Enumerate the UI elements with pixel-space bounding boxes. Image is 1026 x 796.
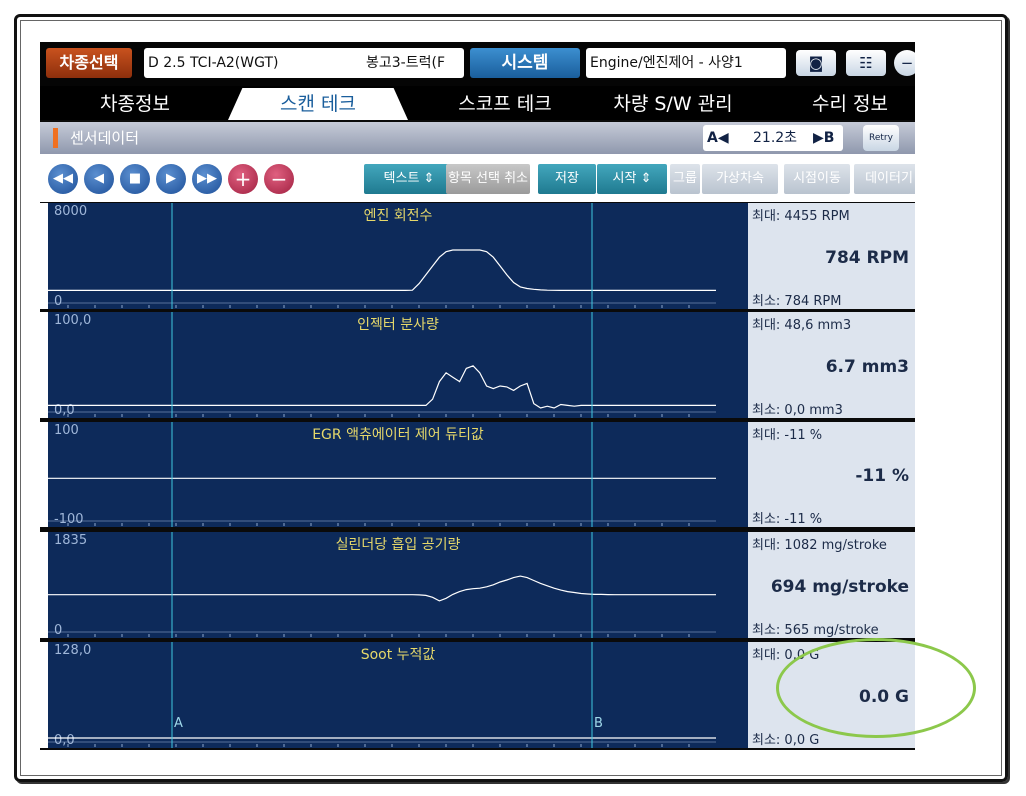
current-value: 6.7 mm3 — [825, 356, 909, 377]
virtual-speed-button[interactable]: 가상차속 — [702, 164, 778, 194]
group-button[interactable]: 그룹 — [670, 164, 700, 194]
main-tabs: 차종정보 스캔 테크 스코프 테크 차량 S/W 관리 수리 정보 — [40, 86, 915, 120]
sensor-trace — [48, 249, 716, 292]
tab-scan-tech[interactable]: 스캔 테크 — [228, 88, 408, 120]
y-max-label: 1835 — [54, 533, 88, 548]
move-time-button[interactable]: 시점이동 — [784, 164, 850, 194]
tab-repair-info[interactable]: 수리 정보 — [812, 93, 888, 115]
y-min-label: 0,0 — [54, 733, 75, 748]
section-title: 센서데이터 — [70, 129, 140, 147]
y-min-label: 0 — [54, 623, 63, 638]
sensor-graph[interactable]: 엔진 회전수 8000 0 — [48, 203, 748, 309]
cursor-b-button[interactable]: ▶B — [813, 130, 835, 146]
y-max-label: 128,0 — [54, 643, 92, 658]
graph-title: 엔진 회전수 — [363, 208, 433, 224]
max-value: 최대: 1082 mg/stroke — [752, 538, 887, 553]
cursor-a-button[interactable]: A◀ — [707, 130, 729, 146]
sensor-panel: 인젝터 분사량 100,0 0,0 최대: 48,6 mm3 6.7 mm3 최… — [40, 312, 915, 418]
prev-icon[interactable]: ◀ — [84, 164, 114, 194]
ab-time-control: A◀ 21.2초 ▶B — [703, 125, 843, 151]
max-value: 최대: 48,6 mm3 — [752, 318, 852, 333]
graph-title: Soot 누적값 — [360, 647, 436, 663]
vehicle-field[interactable]: D 2.5 TCI-A2(WGT) 봉고3-트럭(F — [144, 48, 464, 78]
graph-title: 실린더당 흡입 공기량 — [335, 537, 461, 553]
save-button[interactable]: 저장 — [538, 164, 596, 194]
vehicle-select-button[interactable]: 차종선택 — [46, 48, 132, 78]
y-max-label: 100,0 — [54, 313, 92, 328]
fast-forward-icon[interactable]: ▶▶ — [192, 164, 222, 194]
layout-icon[interactable]: ☷ — [846, 50, 886, 76]
retry-button[interactable]: Retry — [863, 125, 899, 151]
system-button[interactable]: 시스템 — [470, 48, 580, 78]
sensor-panel: EGR 액츄에이터 제어 듀티값 100 -100 최대: -11 % -11 … — [40, 422, 915, 527]
tab-sw-management[interactable]: 차량 S/W 관리 — [613, 93, 733, 115]
min-value: 최소: 784 RPM — [752, 294, 842, 309]
item-select-cancel-button[interactable]: 항목 선택 취소 — [446, 164, 530, 194]
min-value: 최소: 0,0 G — [752, 733, 820, 748]
y-min-label: -100 — [54, 512, 84, 527]
cursor-a-label: A — [174, 716, 183, 731]
camera-icon[interactable]: ◙ — [796, 50, 836, 76]
min-value: 최소: 565 mg/stroke — [752, 623, 879, 638]
stop-icon[interactable]: ■ — [120, 164, 150, 194]
sensor-panel: 실린더당 흡입 공기량 1835 0 최대: 1082 mg/stroke 69… — [40, 532, 915, 638]
y-min-label: 0 — [54, 294, 63, 309]
sensor-info: 최대: -11 % -11 % 최소: -11 % — [748, 422, 915, 527]
header-bar: 차종선택 D 2.5 TCI-A2(WGT) 봉고3-트럭(F 시스템 Engin… — [40, 42, 915, 86]
section-marker — [53, 128, 58, 148]
sensor-graph[interactable]: EGR 액츄에이터 제어 듀티값 100 -100 — [48, 422, 748, 527]
max-value: 최대: 4455 RPM — [752, 209, 850, 224]
current-value: 784 RPM — [825, 247, 909, 268]
sensor-data-bar: 센서데이터 A◀ 21.2초 ▶B Retry — [40, 122, 915, 154]
photo-frame — [14, 14, 1008, 782]
start-select[interactable]: 시작 ⇕ — [597, 164, 667, 194]
toolbar: ◀◀ ◀ ■ ▶ ▶▶ + − 텍스트 ⇕ 항목 선택 취소 저장 시작 ⇕ 그… — [40, 154, 915, 202]
sensor-info: 최대: 48,6 mm3 6.7 mm3 최소: 0,0 mm3 — [748, 312, 915, 418]
sensor-trace — [48, 365, 716, 409]
current-value: 694 mg/stroke — [770, 576, 909, 597]
system-field[interactable]: Engine/엔진제어 - 사양1 — [586, 48, 786, 78]
sensor-panel: 엔진 회전수 8000 0 최대: 4455 RPM 784 RPM 최소: 7… — [40, 203, 915, 309]
sensor-graph[interactable]: 실린더당 흡입 공기량 1835 0 — [48, 532, 748, 638]
cursor-b-label: B — [594, 716, 603, 731]
plus-icon[interactable]: + — [228, 164, 258, 194]
min-value: 최소: -11 % — [752, 512, 823, 527]
minus-icon[interactable]: − — [264, 164, 294, 194]
sensor-trace — [48, 575, 716, 602]
y-max-label: 8000 — [54, 204, 88, 219]
tab-vehicle-info[interactable]: 차종정보 — [100, 93, 170, 115]
graph-title: EGR 액츄에이터 제어 듀티값 — [312, 427, 484, 443]
sensor-info: 최대: 1082 mg/stroke 694 mg/stroke 최소: 565… — [748, 532, 915, 638]
max-value: 최대: -11 % — [752, 428, 823, 443]
sensor-graph[interactable]: Soot 누적값 128,0 0,0 A B — [48, 642, 748, 748]
scan-app: 차종선택 D 2.5 TCI-A2(WGT) 봉고3-트럭(F 시스템 Engin… — [40, 42, 915, 750]
min-value: 최소: 0,0 mm3 — [752, 403, 843, 418]
highlight-circle — [776, 638, 976, 738]
data-button[interactable]: 데이터기 — [854, 164, 915, 194]
graph-title: 인젝터 분사량 — [357, 317, 439, 333]
play-icon[interactable]: ▶ — [156, 164, 186, 194]
y-max-label: 100 — [54, 423, 79, 438]
rewind-icon[interactable]: ◀◀ — [48, 164, 78, 194]
model-name: 봉고3-트럭(F — [366, 55, 445, 71]
sensor-info: 최대: 4455 RPM 784 RPM 최소: 784 RPM — [748, 203, 915, 309]
photo-frame-inner — [20, 20, 1002, 776]
minus-circle-icon[interactable]: − — [894, 50, 915, 76]
y-min-label: 0,0 — [54, 403, 75, 418]
tab-scope-tech[interactable]: 스코프 테크 — [458, 93, 552, 115]
sensor-graph[interactable]: 인젝터 분사량 100,0 0,0 — [48, 312, 748, 418]
vehicle-name: D 2.5 TCI-A2(WGT) — [148, 55, 279, 71]
ab-time: 21.2초 — [753, 130, 798, 146]
text-select[interactable]: 텍스트 ⇕ — [364, 164, 454, 194]
current-value: -11 % — [855, 466, 909, 487]
